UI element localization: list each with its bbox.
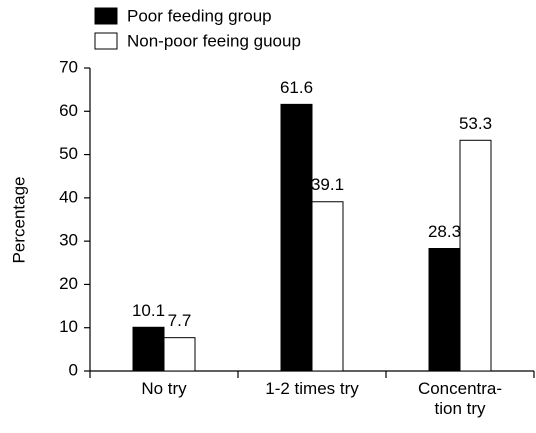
x-tick-label: Concentra- tion try bbox=[417, 379, 503, 418]
y-tick-label: 60 bbox=[59, 101, 78, 120]
data-label: 53.3 bbox=[459, 114, 492, 133]
y-tick-label: 20 bbox=[59, 274, 78, 293]
data-label: 7.7 bbox=[168, 311, 192, 330]
y-tick-label: 0 bbox=[69, 360, 78, 379]
y-tick-label: 40 bbox=[59, 187, 78, 206]
data-label: 28.3 bbox=[428, 222, 461, 241]
bar bbox=[163, 337, 196, 372]
bar bbox=[280, 103, 313, 372]
y-tick-label: 30 bbox=[59, 231, 78, 250]
data-label: 39.1 bbox=[311, 175, 344, 194]
legend-swatch bbox=[94, 7, 118, 25]
legend-label: Non-poor feeing guoup bbox=[127, 31, 301, 50]
bar bbox=[132, 326, 165, 372]
y-tick-label: 50 bbox=[59, 144, 78, 163]
bar bbox=[428, 248, 461, 372]
data-label: 10.1 bbox=[132, 301, 165, 320]
y-axis-label: Percentage bbox=[9, 177, 28, 264]
x-tick-label: No try bbox=[141, 379, 187, 398]
y-tick-label: 10 bbox=[59, 317, 78, 336]
x-tick-label: 1-2 times try bbox=[265, 379, 359, 398]
bar bbox=[311, 201, 344, 372]
bar bbox=[459, 139, 492, 372]
y-tick-label: 70 bbox=[59, 57, 78, 76]
data-label: 61.6 bbox=[280, 78, 313, 97]
legend-swatch bbox=[94, 32, 118, 50]
legend-label: Poor feeding group bbox=[127, 6, 272, 25]
